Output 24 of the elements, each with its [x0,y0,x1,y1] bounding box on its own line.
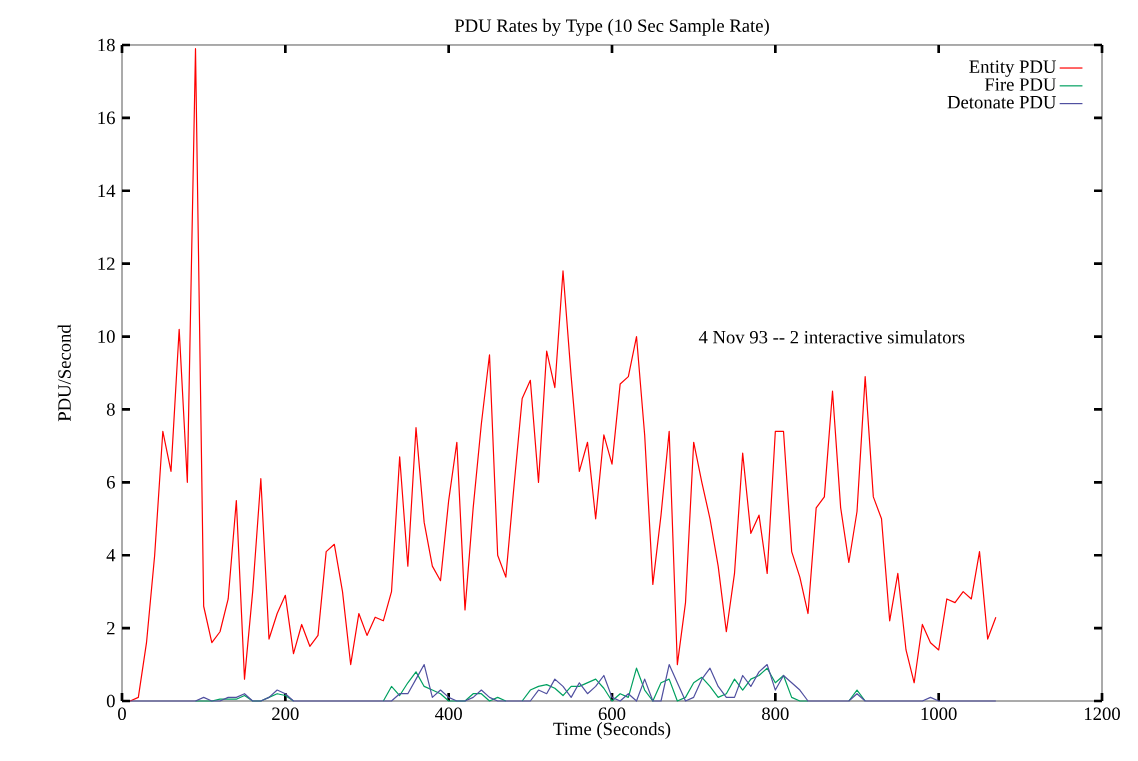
y-tick-label: 12 [98,257,115,270]
legend-label: Detonate PDU [947,96,1057,109]
y-tick-label: 16 [98,111,115,125]
y-tick-label: 6 [106,476,115,489]
y-tick-label: 18 [98,38,115,52]
x-tick-label: 0 [118,707,126,721]
x-tick-label: 800 [762,707,789,721]
x-tick-label: 1200 [1084,707,1120,721]
annotation: 4 Nov 93 -- 2 interactive simulators [698,330,965,344]
chart-title: PDU Rates by Type (10 Sec Sample Rate) [454,18,769,36]
y-axis-title: PDU/Second [57,324,71,422]
y-tick-label: 14 [98,184,116,197]
legend-label: Fire PDU [984,78,1056,91]
x-tick-label: 400 [435,707,462,721]
y-tick-label: 10 [98,330,115,343]
y-tick-label: 4 [106,549,116,562]
y-tick-label: 2 [107,621,115,635]
x-axis-title: Time (Seconds) [553,722,671,740]
x-tick-label: 600 [598,707,626,721]
y-tick-label: 0 [106,694,115,708]
x-tick-label: 1000 [921,707,957,721]
x-tick-label: 200 [272,707,299,721]
legend-label: Entity PDU [969,60,1057,77]
y-tick-label: 8 [106,403,115,416]
